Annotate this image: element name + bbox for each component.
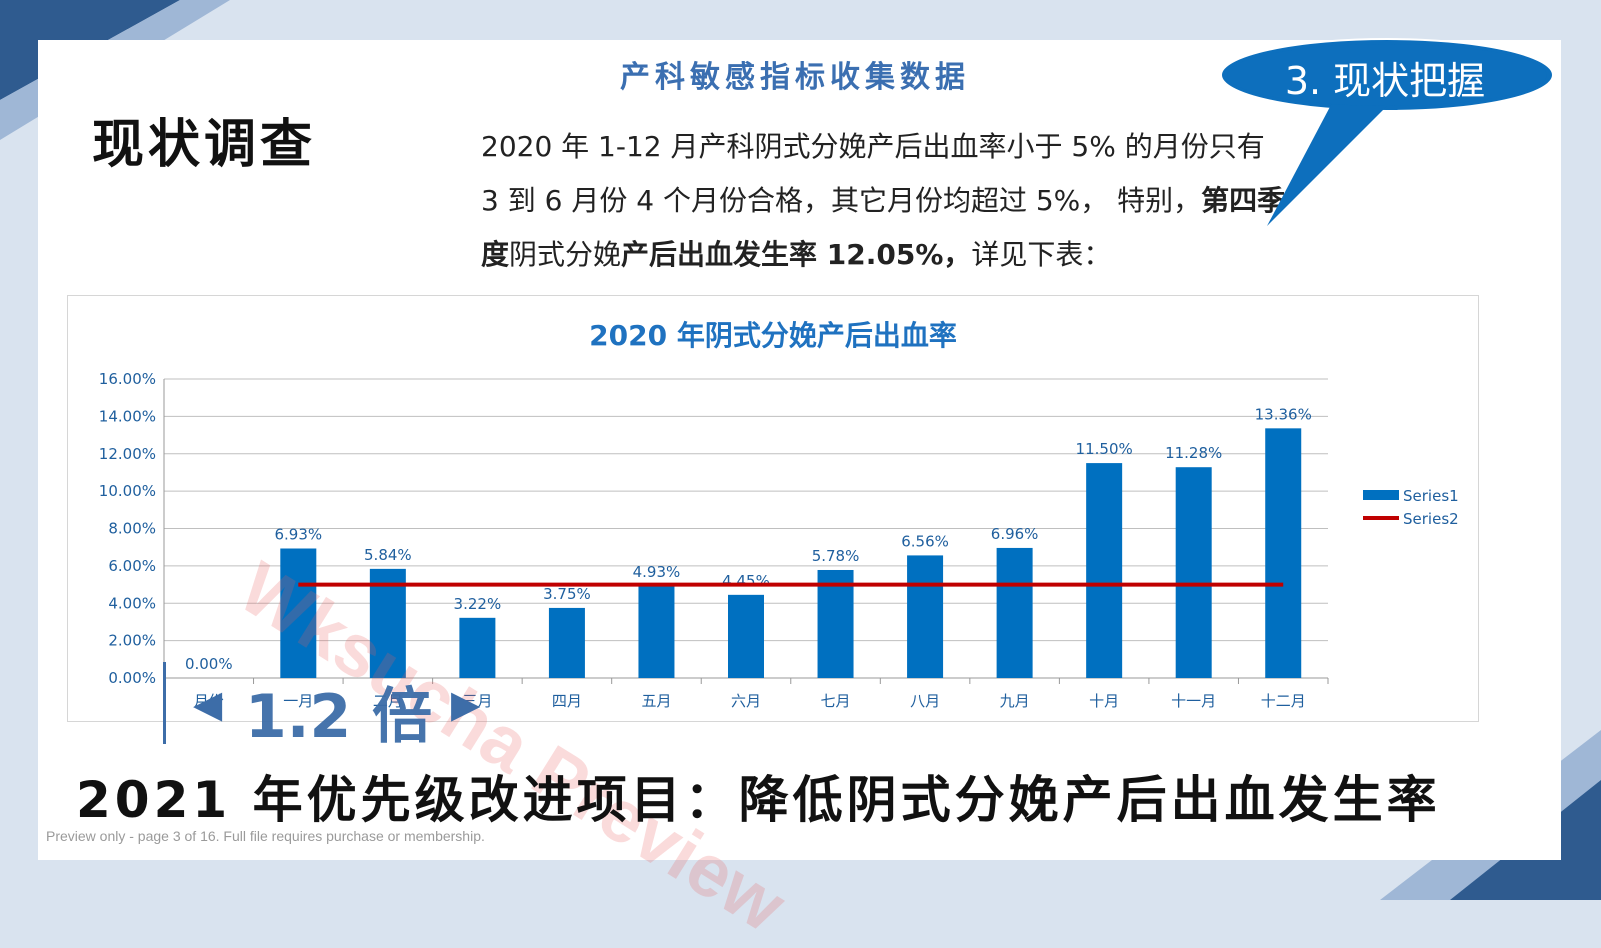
description-line-3: 度阴式分娩产后出血发生率 12.05%，详见下表：	[481, 228, 1311, 282]
bar	[280, 548, 317, 678]
description-line-2: 3 到 6 月份 4 个月份合格，其它月份均超过 5%， 特别，第四季	[481, 174, 1311, 228]
bar	[907, 555, 944, 678]
x-tick-label: 八月	[910, 692, 940, 710]
y-tick-label: 6.00%	[108, 557, 156, 575]
x-tick-label: 七月	[821, 692, 851, 710]
data-label: 13.36%	[1255, 405, 1312, 423]
arrow-right-icon: ▶	[451, 682, 481, 726]
description-line-3-normal-a: 阴式分娩	[509, 238, 622, 271]
data-label: 4.45%	[722, 572, 770, 590]
legend-label-series1: Series1	[1403, 487, 1459, 505]
y-tick-label: 8.00%	[108, 520, 156, 538]
data-label: 5.84%	[364, 546, 412, 564]
x-tick-label: 五月	[641, 692, 671, 710]
y-tick-label: 12.00%	[99, 445, 156, 463]
ratio-label: 1.2 倍	[245, 682, 433, 752]
x-tick-label: 三月	[462, 692, 492, 710]
chart-title: 2020 年阴式分娩产后出血率	[589, 319, 957, 352]
x-tick-label: 九月	[1000, 692, 1030, 710]
x-tick-label: 一月	[283, 692, 313, 710]
bar	[728, 594, 764, 678]
x-tick-label: 十二月	[1261, 692, 1306, 710]
bar	[369, 568, 406, 678]
description-line-3-normal-b: 详见下表：	[971, 238, 1112, 271]
x-tick-label: 十月	[1089, 692, 1119, 710]
y-tick-label: 4.00%	[108, 594, 156, 612]
bar	[1086, 463, 1123, 678]
legend-swatch-series1	[1363, 490, 1399, 500]
chart-svg: 0.00% 2.00% 4.00% 6.00% 8.00% 10.00% 12.00% 14.…	[99, 370, 1459, 710]
description-line-1: 2020 年 1-12 月产科阴式分娩产后出血率小于 5% 的月份只有	[481, 130, 1265, 163]
bar	[817, 569, 854, 678]
bar	[638, 585, 675, 678]
ratio-indicator: ◀ 1.2 倍 ▶	[163, 662, 493, 752]
data-label: 4.93%	[633, 563, 681, 581]
y-tick-label: 0.00%	[108, 669, 156, 687]
improvement-project-title: 2021 年优先级改进项目：降低阴式分娩产后出血发生率	[76, 771, 1441, 829]
description-line-3-bold-a: 度	[481, 238, 510, 271]
arrow-left-icon: ◀	[193, 682, 223, 726]
callout-bubble	[1220, 38, 1554, 226]
callout-label: 3. 现状把握	[1284, 59, 1486, 103]
x-tick-label: 六月	[731, 692, 761, 710]
page-title: 现状调查	[92, 115, 317, 175]
data-label: 11.50%	[1076, 440, 1133, 458]
data-label: 5.78%	[812, 547, 860, 565]
description-line-3-bold-b: 产后出血发生率 12.05%，	[621, 238, 972, 271]
legend-label-series2: Series2	[1403, 510, 1459, 528]
data-label: 3.75%	[543, 585, 591, 603]
description-text: 2020 年 1-12 月产科阴式分娩产后出血率小于 5% 的月份只有 3 到 …	[481, 120, 1311, 282]
data-label: 0.00%	[185, 655, 233, 673]
x-tick-label: 二月	[373, 692, 403, 710]
bar	[1265, 428, 1302, 678]
bar	[1175, 467, 1212, 678]
y-tick-label: 2.00%	[108, 632, 156, 650]
x-tick-label: 十一月	[1171, 692, 1216, 710]
x-tick-label: 四月	[552, 692, 582, 710]
data-label: 6.56%	[901, 532, 949, 550]
bar	[548, 607, 585, 678]
slide-subtitle: 产科敏感指标收集数据	[620, 60, 970, 95]
description-line-2-normal: 3 到 6 月份 4 个月份合格，其它月份均超过 5%， 特别，	[481, 184, 1202, 217]
y-tick-label: 14.00%	[99, 407, 156, 425]
bar	[459, 617, 496, 678]
description-line-2-bold: 第四季	[1201, 184, 1286, 217]
bar	[996, 547, 1033, 678]
chart-container: 2020 年阴式分娩产后出血率 0.00% 2.00% 4.00% 6.00% 8.00…	[67, 295, 1479, 722]
x-tick-label: 月份	[194, 692, 224, 710]
data-label: 6.93%	[274, 525, 322, 543]
ratio-divider	[163, 662, 166, 744]
data-label: 11.28%	[1165, 444, 1222, 462]
data-label: 6.96%	[991, 525, 1039, 543]
y-tick-label: 10.00%	[99, 482, 156, 500]
data-label: 3.22%	[454, 595, 502, 613]
footer-note: Preview only - page 3 of 16. Full file r…	[46, 828, 485, 844]
y-tick-label: 16.00%	[99, 370, 156, 388]
